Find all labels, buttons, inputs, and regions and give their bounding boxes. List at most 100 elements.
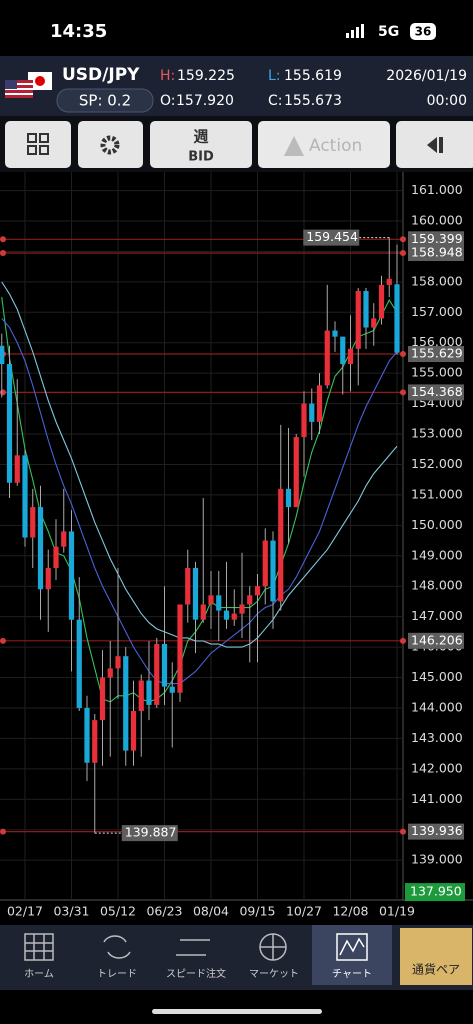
candle-body [278,488,284,602]
candle-body [161,644,168,687]
battery-level: 36 [415,25,432,39]
candle-body [61,531,67,547]
nav-label[interactable]: チャート [332,968,372,980]
candle-body [76,619,82,708]
candle-body [394,284,400,353]
gear-hole [107,142,113,148]
level-dot [0,236,6,243]
y-tick-label: 152.000 [411,456,463,471]
candle-body [192,567,199,620]
candle-body [371,318,377,328]
open-value: 157.920 [176,93,234,109]
x-tick-label: 05/12 [100,904,136,919]
nav-label[interactable]: トレード [97,969,137,980]
candle-body [200,604,206,620]
nav-label[interactable]: スピード注文 [166,967,226,980]
marker-label: 139.887 [125,825,177,840]
candle-body [231,613,237,620]
level-label: 159.399 [411,231,463,246]
open-label: O: [160,93,176,109]
home-indicator [152,1009,322,1014]
price-marker-bg [405,883,465,902]
candle-body [254,586,261,596]
candle-body [239,604,245,614]
candle-body [378,284,385,319]
gear-icon [100,135,120,155]
time: 00:00 [427,93,467,109]
candle-body [177,604,183,693]
candle-body [262,540,268,587]
layout-button[interactable] [5,121,71,168]
nav-label[interactable]: マーケット [249,968,299,980]
candle-body [185,567,191,605]
date: 2026/01/19 [386,68,467,84]
y-tick-label: 158.000 [411,273,463,288]
candle-body [169,686,175,693]
y-tick-label: 160.000 [411,213,463,228]
x-tick-label: 06/23 [146,904,182,919]
candle-body [130,711,137,751]
candle-body [223,610,230,620]
y-tick-label: 157.000 [411,304,463,319]
candle-body [138,680,144,711]
level-dot [400,389,406,396]
candle-body [14,455,20,483]
candle-body [146,680,152,705]
level-dot [400,828,406,835]
spread: SP: 0.2 [79,92,131,110]
close-value: 155.673 [284,93,342,109]
y-tick-label: 145.000 [411,669,463,684]
level-dot [0,637,6,644]
battery [410,23,436,40]
candle-body [99,677,106,721]
candle-body [123,656,129,751]
high-value: 159.225 [177,68,235,84]
candle-body [68,531,75,620]
y-tick-label: 150.000 [411,517,463,532]
chart: 161.000160.000159.000158.000157.000156.0… [0,172,465,919]
level-dot [400,637,406,644]
signal-icon [346,24,364,38]
candle-body [84,707,90,763]
level-label-bg [408,245,464,262]
period-button[interactable] [150,121,252,168]
y-tick-label: 149.000 [411,547,463,562]
level-label: 154.368 [411,384,463,399]
y-tick-label: 156.000 [411,334,463,349]
x-tick-label: 03/31 [53,904,89,919]
level-label-bg [408,632,464,649]
candle-body [309,403,315,422]
candle-body [324,330,330,386]
price-type: BID [188,150,214,165]
candle-body [92,720,98,763]
candle-body [22,455,28,538]
candle-body [247,595,253,605]
level-dot [0,389,6,396]
x-tick-label: 08/04 [193,904,229,919]
layout-icon [27,133,49,155]
moving-average [1,281,398,648]
flags [5,72,52,98]
action-label: Action [309,136,362,156]
nav-label[interactable]: 通貨ペア [412,962,460,977]
nav-bar [0,925,473,990]
candle-body [293,437,299,508]
y-tick-label: 148.000 [411,578,463,593]
candle-body [301,403,307,438]
panel-icon [427,137,443,153]
action-button[interactable] [258,121,390,168]
y-tick-label: 143.000 [411,730,463,745]
nav: ホーム トレード スピード注文 マーケット チャート 通貨ペア [24,962,460,981]
period: 週 [193,128,208,146]
x-tick-label: 09/15 [239,904,275,919]
level-label: 158.948 [411,245,463,260]
marker-label-bg [121,825,178,842]
symbol[interactable]: USD/JPY [62,65,140,85]
y-tick-label: 155.000 [411,365,463,380]
high-label: H: [160,68,175,84]
y-tick-label: 139.000 [411,852,463,867]
nav-icons [24,933,368,961]
candle-body [45,567,51,590]
level-label-bg [408,823,464,840]
nav-label[interactable]: ホーム [24,968,54,980]
